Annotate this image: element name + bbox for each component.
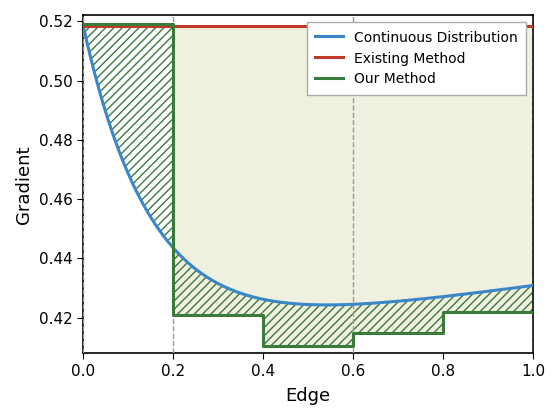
Continuous Distribution xyxy=(434,295,441,300)
Our Method xyxy=(259,343,266,348)
Our Method xyxy=(259,343,266,348)
Continuous Distribution xyxy=(80,22,86,27)
Continuous Distribution xyxy=(298,302,305,307)
Our Method xyxy=(170,312,176,317)
Our Method xyxy=(259,312,266,317)
Our Method xyxy=(530,309,536,314)
Continuous Distribution xyxy=(530,283,536,288)
Our Method xyxy=(80,22,86,27)
Our Method xyxy=(349,330,356,335)
Y-axis label: Gradient: Gradient xyxy=(15,145,33,223)
Our Method xyxy=(440,309,446,314)
Continuous Distribution xyxy=(286,301,293,306)
Continuous Distribution xyxy=(516,285,523,290)
Line: Our Method: Our Method xyxy=(83,24,533,346)
Line: Continuous Distribution: Continuous Distribution xyxy=(83,24,533,305)
Our Method xyxy=(349,330,356,335)
Continuous Distribution xyxy=(102,110,109,115)
Our Method xyxy=(170,312,176,317)
Continuous Distribution xyxy=(517,285,524,290)
Our Method xyxy=(349,343,356,348)
X-axis label: Edge: Edge xyxy=(286,387,330,405)
Legend: Continuous Distribution, Existing Method, Our Method: Continuous Distribution, Existing Method… xyxy=(307,22,526,95)
Our Method xyxy=(170,22,176,27)
Continuous Distribution xyxy=(323,302,330,307)
Our Method xyxy=(440,309,446,314)
Our Method xyxy=(440,330,446,335)
